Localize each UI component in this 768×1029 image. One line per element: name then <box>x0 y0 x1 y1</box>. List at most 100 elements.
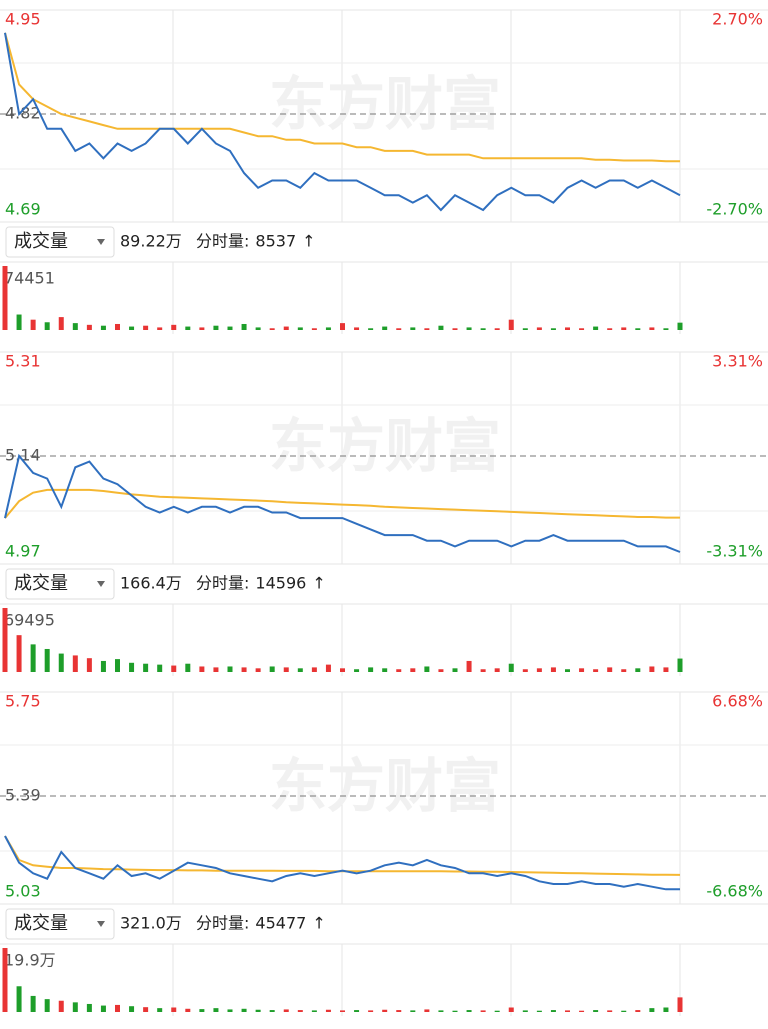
volume-bar <box>649 327 655 330</box>
volume-bar <box>283 667 289 672</box>
volume-bar <box>410 668 416 672</box>
y-tick-label: 5.75 <box>5 692 41 711</box>
volume-bar <box>396 1010 402 1012</box>
y2-tick-label: -2.70% <box>706 200 763 219</box>
volume-bar <box>607 1010 613 1012</box>
y-tick-label: 4.69 <box>5 200 41 219</box>
volume-bar <box>255 327 261 330</box>
volume-bar <box>199 666 205 672</box>
volume-bar <box>466 327 472 330</box>
volume-bar <box>129 662 135 672</box>
volume-bar <box>297 668 303 672</box>
volume-bar <box>354 669 360 672</box>
volume-bar <box>368 328 374 330</box>
volume-bar <box>115 323 120 330</box>
total-volume: 321.0万 <box>120 914 182 933</box>
volume-bar <box>621 1010 627 1012</box>
tick-volume-label: 分时量: <box>196 574 249 593</box>
volume-bar <box>424 328 430 330</box>
volume-bar <box>677 997 683 1012</box>
volume-bar <box>649 666 655 672</box>
y-tick-label: 5.31 <box>5 352 41 371</box>
dropdown-icon <box>97 581 105 587</box>
volume-bar <box>452 668 458 672</box>
volume-bar <box>157 1008 163 1012</box>
volume-bar <box>536 1010 542 1012</box>
volume-bar <box>508 1007 514 1012</box>
tick-volume-label: 分时量: <box>196 232 249 251</box>
volume-bar <box>522 669 528 672</box>
volume-bar <box>157 664 163 672</box>
volume-bar <box>340 1010 345 1012</box>
volume-bar <box>143 325 149 330</box>
volume-bar <box>143 1007 149 1012</box>
volume-bar <box>16 986 22 1012</box>
volume-button[interactable] <box>5 908 115 940</box>
volume-bar <box>2 266 8 330</box>
volume-bar <box>635 328 641 330</box>
volume-bar <box>593 1010 599 1012</box>
volume-button[interactable] <box>5 568 115 600</box>
y2-tick-label: 3.31% <box>712 352 763 371</box>
y-tick-label: 5.03 <box>5 882 41 901</box>
volume-bar <box>368 667 374 672</box>
volume-bar <box>340 668 345 672</box>
volume-bar <box>311 667 317 672</box>
volume-bar <box>227 666 233 672</box>
volume-bar <box>86 324 92 330</box>
volume-bar <box>269 1010 275 1012</box>
volume-bar <box>480 328 486 330</box>
volume-bar <box>185 663 191 672</box>
volume-button[interactable] <box>5 226 115 258</box>
volume-bar <box>171 665 177 672</box>
volume-bar <box>297 1010 303 1012</box>
volume-bar <box>677 322 683 330</box>
volume-bar <box>340 323 345 330</box>
volume-bar <box>72 1002 78 1012</box>
volume-bar <box>663 1007 669 1012</box>
volume-bar <box>100 1005 106 1012</box>
volume-bar <box>480 669 486 672</box>
volume-bar <box>143 663 149 672</box>
volume-bar <box>115 1004 120 1012</box>
volume-bar <box>58 317 64 330</box>
volume-bar <box>382 326 388 330</box>
volume-bar <box>536 668 542 672</box>
volume-bar <box>494 668 500 672</box>
volume-bar <box>16 635 22 672</box>
volume-bar <box>452 328 458 330</box>
volume-bar <box>283 1009 289 1012</box>
volume-bar <box>44 322 50 330</box>
volume-bar <box>213 667 219 672</box>
price-line <box>4 835 680 891</box>
tick-volume: 45477 <box>255 914 306 933</box>
volume-bar <box>58 1000 64 1012</box>
volume-tick-label: 74451 <box>4 269 55 288</box>
average-line <box>4 488 680 519</box>
volume-bar <box>171 1007 177 1012</box>
volume-bar <box>44 648 50 672</box>
volume-bar <box>213 1008 219 1012</box>
volume-bar <box>354 327 360 330</box>
volume-bar <box>354 1010 360 1012</box>
total-volume: 166.4万 <box>120 574 182 593</box>
volume-bar <box>522 328 528 330</box>
tick-volume: 14596 <box>255 574 306 593</box>
volume-bar <box>579 328 585 330</box>
volume-bar <box>129 1006 135 1012</box>
volume-bar <box>269 666 275 672</box>
volume-bar <box>593 669 599 672</box>
price-line <box>4 453 681 553</box>
total-volume: 89.22万 <box>120 232 182 251</box>
volume-bar <box>227 326 233 330</box>
volume-button-label: 成交量 <box>14 573 68 594</box>
volume-bar <box>30 995 36 1012</box>
volume-bar <box>58 653 64 672</box>
volume-bar <box>311 1010 317 1012</box>
volume-bar <box>565 327 570 330</box>
watermark: 东方财富 <box>269 70 501 138</box>
volume-bar <box>72 323 78 330</box>
volume-bar <box>550 1010 556 1012</box>
volume-bar <box>466 1010 472 1012</box>
